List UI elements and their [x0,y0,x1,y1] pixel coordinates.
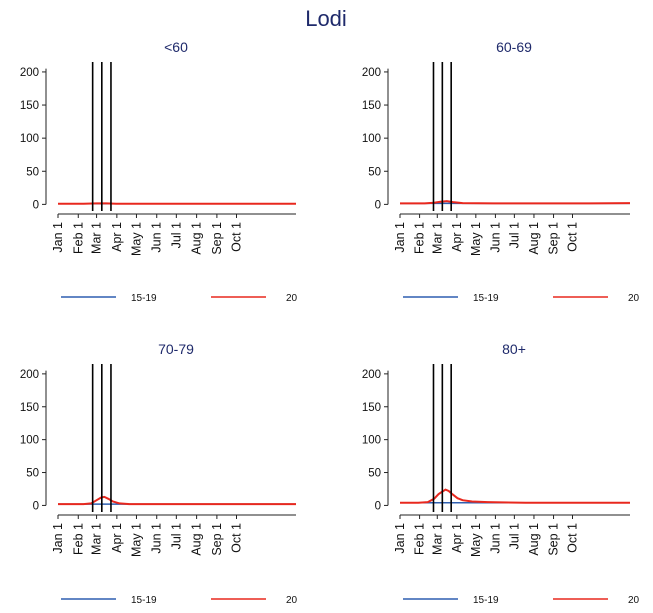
panel-title: <60 [164,39,188,55]
x-tick-label: Jan 1 [393,222,407,253]
y-tick-label: 50 [368,166,381,178]
y-tick-label: 200 [20,369,39,381]
y-tick-label: 50 [26,166,39,178]
y-tick-label: 150 [20,100,39,112]
y-tick-label: 50 [26,468,39,480]
y-tick-label: 0 [33,199,39,211]
x-tick-label: Jan 1 [51,222,65,253]
x-tick-label: May 1 [469,222,483,256]
x-tick-label: Apr 1 [450,222,464,252]
x-tick-label: Jun 1 [150,222,164,253]
x-tick-label: Mar 1 [90,222,104,254]
x-tick-label: May 1 [129,523,143,557]
x-tick-label: Mar 1 [430,222,444,254]
x-tick-label: Feb 1 [413,222,427,254]
x-tick-label: Oct 1 [566,222,580,252]
panel-title: 60-69 [496,39,532,55]
x-tick-label: Jun 1 [488,523,502,554]
panel-title: 70-79 [158,341,194,357]
series-line-20 [400,488,630,504]
x-tick-label: Sep 1 [547,523,561,556]
x-tick-label: Apr 1 [110,523,124,553]
y-tick-label: 150 [20,402,39,414]
x-tick-label: Feb 1 [71,523,85,555]
x-tick-label: Mar 1 [430,523,444,555]
legend-label-15-19: 15-19 [131,595,157,606]
legend-label-20: 20 [628,595,640,606]
panel-3: 70-79 0 50 100 150 200 Jan 1 Feb 1 Mar 1 Apr 1 May… [20,341,298,606]
y-tick-label: 200 [362,369,381,381]
x-tick-label: Apr 1 [110,222,124,252]
x-tick-label: Oct 1 [230,222,244,252]
x-tick-label: May 1 [469,523,483,557]
x-tick-label: Sep 1 [210,523,224,556]
y-tick-label: 0 [375,500,381,512]
legend-label-20: 20 [286,293,298,304]
panel-1: <60 0 50 100 150 200 Jan 1 Feb 1 Mar 1 Apr 1 May 1… [20,39,298,304]
legend-label-20: 20 [628,293,640,304]
y-tick-label: 100 [20,133,39,145]
panel-title: 80+ [502,341,526,357]
y-tick-label: 100 [362,133,381,145]
figure-title: Lodi [305,6,347,31]
y-tick-label: 100 [20,435,39,447]
y-tick-label: 0 [33,500,39,512]
x-tick-label: Jun 1 [150,523,164,554]
x-tick-label: Jan 1 [393,523,407,554]
x-tick-label: Aug 1 [190,523,204,556]
series-line-20 [58,495,296,506]
x-tick-label: Jul 1 [507,523,521,549]
y-tick-label: 150 [362,402,381,414]
y-tick-label: 50 [368,468,381,480]
y-tick-label: 200 [362,67,381,79]
x-tick-label: Aug 1 [190,222,204,255]
y-tick-label: 100 [362,435,381,447]
x-tick-label: Mar 1 [90,523,104,555]
x-tick-label: Jul 1 [169,222,183,248]
legend-label-15-19: 15-19 [473,293,499,304]
x-tick-label: Jul 1 [507,222,521,248]
x-tick-label: Jul 1 [169,523,183,549]
x-tick-label: Oct 1 [230,523,244,553]
x-tick-label: Feb 1 [413,523,427,555]
x-tick-label: Aug 1 [527,222,541,255]
x-tick-label: Sep 1 [210,222,224,255]
x-tick-label: Sep 1 [547,222,561,255]
x-tick-label: Oct 1 [566,523,580,553]
x-tick-label: Aug 1 [527,523,541,556]
y-tick-label: 0 [375,199,381,211]
legend-label-15-19: 15-19 [131,293,157,304]
x-tick-label: Feb 1 [71,222,85,254]
x-tick-label: Jan 1 [51,523,65,554]
legend-label-20: 20 [286,595,298,606]
x-tick-label: Jun 1 [488,222,502,253]
panel-2: 60-69 0 50 100 150 200 Jan 1 Feb 1 Mar 1 Apr 1 May… [362,39,640,304]
legend-label-15-19: 15-19 [473,595,499,606]
x-tick-label: May 1 [129,222,143,256]
y-tick-label: 200 [20,67,39,79]
series-line-20 [400,200,631,205]
x-tick-label: Apr 1 [450,523,464,553]
panel-4: 80+ 0 50 100 150 200 Jan 1 Feb 1 Mar 1 Apr 1 May 1… [362,341,640,606]
y-tick-label: 150 [362,100,381,112]
